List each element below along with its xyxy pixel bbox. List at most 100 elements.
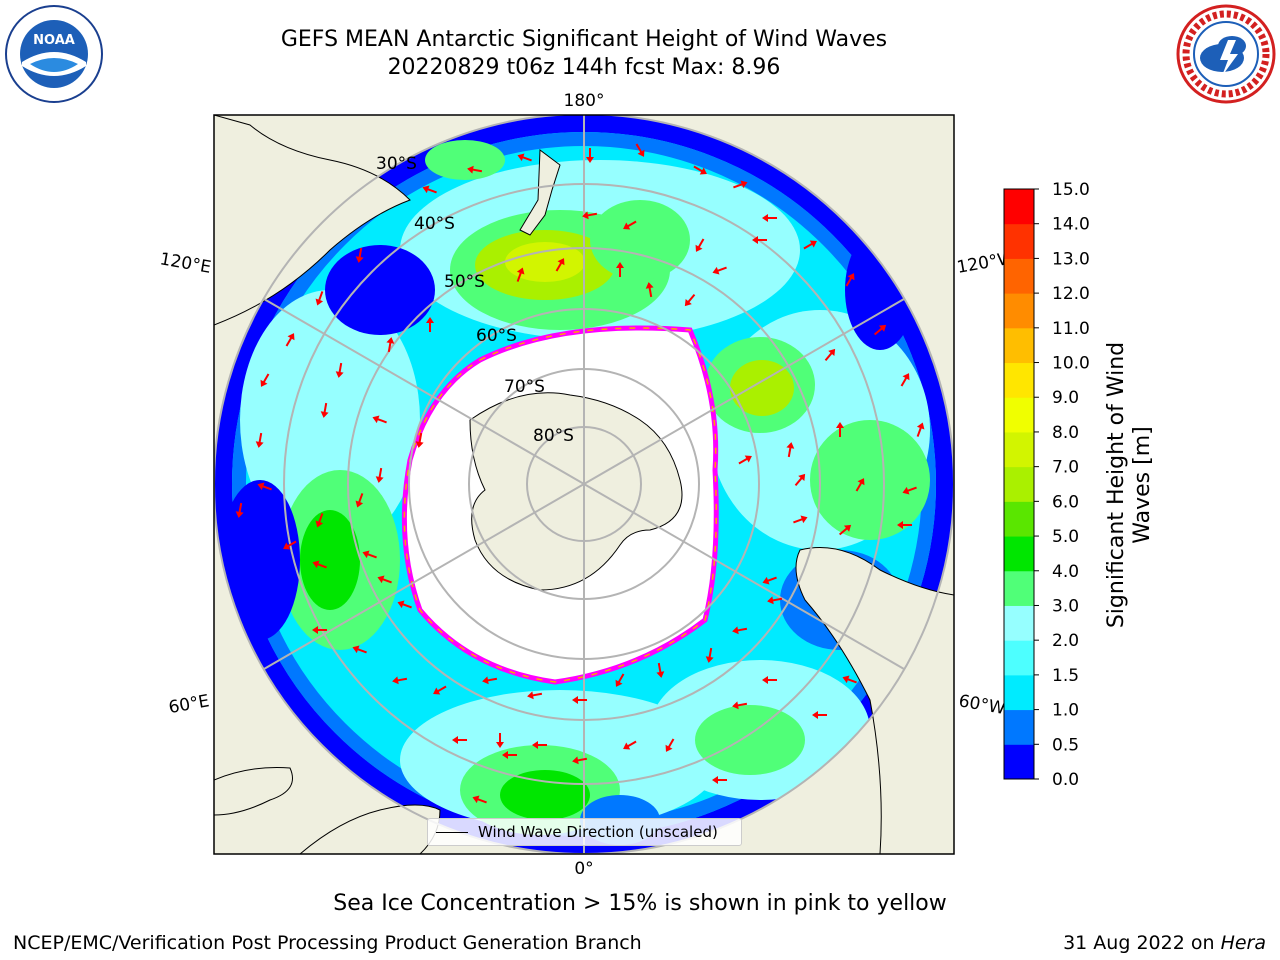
wave-direction-arrow <box>320 402 329 418</box>
parallel-label-30s: 30°S <box>376 154 417 174</box>
wave-direction-arrow <box>375 467 384 483</box>
colorbar-segment <box>1004 501 1034 537</box>
wave-direction-arrow <box>392 676 408 685</box>
colorbar-tick-label: 0.5 <box>1052 735 1079 755</box>
colorbar-segment <box>1004 466 1034 502</box>
colorbar-tick-label: 13.0 <box>1052 249 1090 269</box>
wave-direction-arrow <box>902 486 917 495</box>
wave-direction-arrow <box>235 502 244 518</box>
map-legend: Wind Wave Direction (unscaled) <box>427 818 742 846</box>
wave-direction-arrow <box>786 442 795 458</box>
wave-direction-arrow <box>426 317 434 332</box>
wave-direction-arrow <box>762 676 777 684</box>
colorbar-tick-label: 15.0 <box>1052 180 1090 200</box>
colorbar-segment <box>1004 431 1034 468</box>
wave-direction-arrow <box>312 560 327 569</box>
wave-direction-arrow <box>482 676 498 685</box>
wave-direction-arrow <box>517 153 532 162</box>
footer-branch: NCEP/EMC/Verification Post Processing Pr… <box>13 932 642 954</box>
wave-direction-arrow <box>586 148 594 163</box>
parallel-label-60s: 60°S <box>476 326 517 346</box>
colorbar-tick-label: 2.0 <box>1052 631 1079 651</box>
meridian-label-120e: 120°E <box>158 249 212 278</box>
colorbar-tick-label: 1.0 <box>1052 701 1079 721</box>
wave-direction-arrow <box>467 165 483 174</box>
wave-direction-arrow <box>433 685 447 695</box>
wave-direction-arrow <box>257 482 272 491</box>
wave-direction-arrow <box>355 493 364 508</box>
sea-ice-caption: Sea Ice Concentration > 15% is shown in … <box>333 891 947 916</box>
wave-direction-arrow <box>836 422 844 437</box>
wave-direction-arrow <box>615 673 625 687</box>
wave-direction-arrow <box>362 550 377 559</box>
wave-direction-arrow <box>260 373 270 387</box>
wave-direction-arrow <box>732 701 748 710</box>
noaa-logo: NOAA <box>5 5 103 103</box>
wave-direction-arrow <box>705 647 714 663</box>
wave-direction-arrow <box>452 736 467 744</box>
colorbar-tick-label: 8.0 <box>1052 423 1079 443</box>
wave-direction-arrow <box>812 711 827 719</box>
meridian-label-60w: 60°W <box>957 691 1007 719</box>
wave-direction-arrow <box>838 524 852 536</box>
wave-direction-arrow <box>582 211 598 220</box>
meridian-label-60e: 60°E <box>167 691 211 718</box>
wave-direction-arrow <box>397 600 412 609</box>
wave-direction-arrow <box>283 540 297 550</box>
wave-direction-arrow <box>684 293 696 307</box>
colorbar-segment <box>1004 293 1034 329</box>
wave-direction-arrow <box>312 626 327 634</box>
map-title: GEFS MEAN Antarctic Significant Height o… <box>280 27 888 52</box>
wave-direction-arrow <box>377 575 392 584</box>
wave-direction-arrow <box>516 267 525 282</box>
wave-direction-arrow <box>335 362 344 378</box>
wave-direction-arrow <box>315 513 324 528</box>
wave-direction-arrow <box>572 756 588 765</box>
colorbar-tick-label: 11.0 <box>1052 319 1090 339</box>
colorbar: 0.0 0.5 1.0 1.5 2.0 3.0 4.0 5.0 6.0 7.0 8.0 9.0 10.0… <box>1003 180 1090 790</box>
svg-text:NOAA: NOAA <box>33 33 75 48</box>
wave-direction-arrow <box>623 220 637 230</box>
colorbar-segment <box>1004 397 1034 433</box>
colorbar-segment <box>1004 709 1034 745</box>
colorbar-frame <box>1003 188 1035 780</box>
wave-direction-arrow <box>527 691 543 700</box>
colorbar-segment <box>1004 189 1034 225</box>
wave-direction-arrow <box>762 214 777 222</box>
wave-direction-arrow <box>803 240 817 250</box>
legend-line-swatch <box>436 831 468 833</box>
meridian-label-0: 0° <box>574 859 593 879</box>
colorbar-segment <box>1004 605 1034 641</box>
wave-direction-arrow <box>665 738 675 752</box>
colorbar-segment <box>1004 536 1034 572</box>
wave-direction-arrow <box>555 258 565 272</box>
colorbar-tick-label: 14.0 <box>1052 215 1090 235</box>
wave-direction-arrow <box>897 521 912 529</box>
wave-direction-arrow <box>645 282 654 298</box>
wave-direction-arrow <box>845 273 855 287</box>
wave-direction-arrow <box>372 415 387 424</box>
graticule <box>214 115 954 854</box>
wave-direction-arrow <box>616 262 624 277</box>
wave-direction-arrow <box>656 662 665 678</box>
wave-direction-arrow <box>572 696 587 704</box>
wave-direction-arrow <box>635 143 645 157</box>
colorbar-segment <box>1004 640 1034 676</box>
wind-wave-arrows <box>235 143 925 804</box>
map-frame <box>213 114 955 855</box>
wave-direction-arrow <box>855 478 865 492</box>
wave-direction-arrow <box>733 180 748 189</box>
wave-direction-arrow <box>738 455 752 465</box>
wave-direction-arrow <box>794 473 806 487</box>
meridian-label-180: 180° <box>564 91 605 111</box>
parallel-label-40s: 40°S <box>414 214 455 234</box>
wave-direction-arrow <box>472 795 487 804</box>
parallel-label-50s: 50°S <box>444 272 485 292</box>
australia-landmass <box>214 115 411 326</box>
colorbar-segment <box>1004 570 1034 606</box>
colorbar-tick-label: 6.0 <box>1052 492 1079 512</box>
colorbar-tick-label: 10.0 <box>1052 354 1090 374</box>
wave-direction-arrow <box>916 422 925 437</box>
wave-direction-arrow <box>415 432 424 448</box>
colorbar-tick-label: 3.0 <box>1052 596 1079 616</box>
